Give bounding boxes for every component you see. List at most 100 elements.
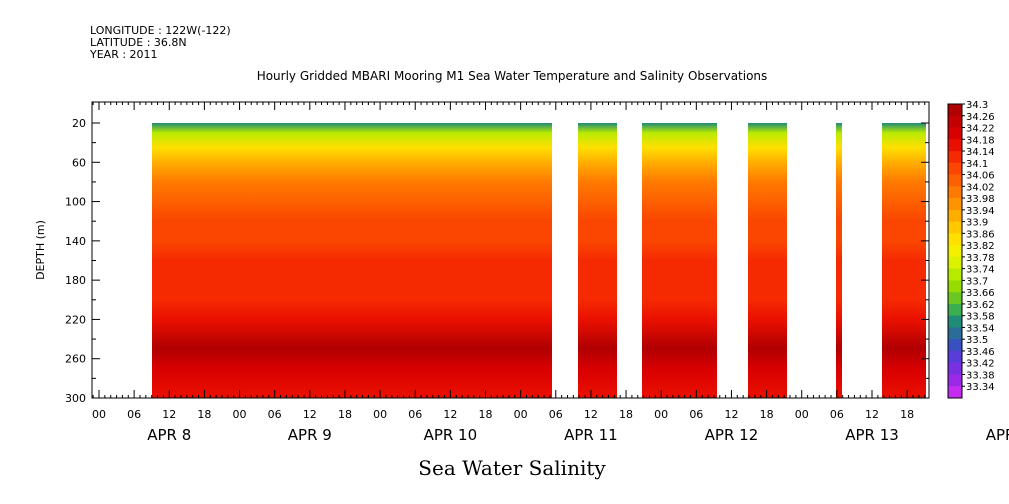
y-axis-label: DEPTH (m) bbox=[34, 220, 47, 280]
colorbar-swatch bbox=[948, 198, 962, 211]
colorbar-swatch bbox=[948, 362, 962, 375]
latitude-label: LATITUDE : 36.8N bbox=[90, 36, 187, 49]
colorbar-swatch bbox=[948, 245, 962, 258]
plot-frame bbox=[91, 101, 930, 399]
salinity-data-segment bbox=[882, 123, 926, 398]
colorbar-label: 33.86 bbox=[966, 229, 995, 240]
salinity-data-segment bbox=[578, 123, 617, 398]
colorbar-swatch bbox=[948, 221, 962, 234]
x-day-label: APR 11 bbox=[564, 426, 618, 444]
colorbar-swatch bbox=[948, 174, 962, 187]
colorbar-label: 33.5 bbox=[966, 335, 988, 346]
x-tick-label: 18 bbox=[619, 408, 633, 421]
y-tick-label: 60 bbox=[72, 156, 86, 169]
x-tick-label: 00 bbox=[373, 408, 387, 421]
y-tick-label: 300 bbox=[65, 392, 86, 405]
x-tick-label: 06 bbox=[549, 408, 563, 421]
x-axis-label: Sea Water Salinity bbox=[418, 456, 606, 480]
colorbar-swatch bbox=[948, 315, 962, 328]
colorbar-label: 33.9 bbox=[966, 218, 988, 229]
colorbar-label: 33.66 bbox=[966, 288, 995, 299]
colorbar-label: 33.98 bbox=[966, 194, 995, 205]
colorbar-label: 34.18 bbox=[966, 135, 995, 146]
colorbar-label: 33.7 bbox=[966, 276, 988, 287]
y-tick-label: 100 bbox=[65, 196, 86, 209]
x-tick-label: 00 bbox=[233, 408, 247, 421]
x-tick-label: 18 bbox=[900, 408, 914, 421]
x-tick-label: 06 bbox=[408, 408, 422, 421]
x-day-label: APR 9 bbox=[288, 426, 332, 444]
chart-title: Hourly Gridded MBARI Mooring M1 Sea Wate… bbox=[257, 69, 768, 83]
colorbar-label: 33.74 bbox=[966, 265, 995, 276]
y-tick-label: 220 bbox=[65, 313, 86, 326]
colorbar-swatch bbox=[948, 327, 962, 340]
x-tick-label: 18 bbox=[479, 408, 493, 421]
y-tick-label: 140 bbox=[65, 235, 86, 248]
x-tick-label: 00 bbox=[795, 408, 809, 421]
x-day-label: APR 14 bbox=[986, 426, 1009, 444]
x-tick-label: 18 bbox=[338, 408, 352, 421]
colorbar-swatch bbox=[948, 268, 962, 281]
x-tick-label: 06 bbox=[268, 408, 282, 421]
colorbar-label: 33.78 bbox=[966, 253, 995, 264]
colorbar-label: 33.54 bbox=[966, 323, 995, 334]
x-day-label: APR 12 bbox=[705, 426, 759, 444]
x-tick-label: 00 bbox=[654, 408, 668, 421]
x-tick-label: 06 bbox=[830, 408, 844, 421]
colorbar-label: 33.62 bbox=[966, 300, 995, 311]
colorbar-label: 34.06 bbox=[966, 171, 995, 182]
colorbar-swatch bbox=[948, 386, 962, 399]
x-tick-label: 12 bbox=[162, 408, 176, 421]
colorbar-label: 33.82 bbox=[966, 241, 995, 252]
colorbar-label: 34.26 bbox=[966, 112, 995, 123]
x-day-label: APR 8 bbox=[147, 426, 191, 444]
colorbar-label: 33.46 bbox=[966, 347, 995, 358]
colorbar-swatch bbox=[948, 115, 962, 129]
colorbar-label: 34.02 bbox=[966, 182, 995, 193]
colorbar-swatch bbox=[948, 127, 962, 140]
colorbar-swatch bbox=[948, 256, 962, 270]
colorbar-swatch bbox=[948, 350, 962, 364]
x-tick-label: 12 bbox=[303, 408, 317, 421]
x-tick-label: 12 bbox=[443, 408, 457, 421]
colorbar-label: 34.14 bbox=[966, 147, 995, 158]
colorbar-label: 33.38 bbox=[966, 370, 995, 381]
y-tick-label: 260 bbox=[65, 353, 86, 366]
x-day-label: APR 10 bbox=[424, 426, 478, 444]
x-tick-label: 18 bbox=[197, 408, 211, 421]
colorbar-swatch bbox=[948, 209, 962, 223]
x-tick-label: 18 bbox=[760, 408, 774, 421]
colorbar-swatch bbox=[948, 139, 962, 152]
colorbar-label: 34.1 bbox=[966, 159, 988, 170]
longitude-label: LONGITUDE : 122W(-122) bbox=[90, 24, 231, 37]
x-tick-label: 12 bbox=[724, 408, 738, 421]
salinity-data-segment bbox=[748, 123, 787, 398]
x-tick-label: 06 bbox=[127, 408, 141, 421]
salinity-data-segment bbox=[836, 123, 842, 398]
colorbar-label: 33.42 bbox=[966, 359, 995, 370]
colorbar-swatch bbox=[948, 303, 962, 317]
colorbar-swatch bbox=[948, 280, 962, 293]
salinity-data-segment bbox=[152, 123, 552, 398]
x-day-label: APR 13 bbox=[845, 426, 899, 444]
colorbar-swatch bbox=[948, 151, 962, 164]
colorbar-frame bbox=[947, 103, 963, 399]
colorbar-swatch bbox=[948, 292, 962, 305]
x-tick-label: 00 bbox=[92, 408, 106, 421]
x-tick-label: 12 bbox=[865, 408, 879, 421]
colorbar-label: 33.34 bbox=[966, 382, 995, 393]
x-tick-label: 00 bbox=[514, 408, 528, 421]
y-tick-label: 180 bbox=[65, 274, 86, 287]
colorbar-swatch bbox=[948, 374, 962, 387]
year-label: YEAR : 2011 bbox=[90, 48, 158, 61]
colorbar-swatch bbox=[948, 104, 962, 117]
salinity-data-segment bbox=[642, 123, 717, 398]
colorbar-label: 33.58 bbox=[966, 312, 995, 323]
colorbar-swatch bbox=[948, 339, 962, 352]
colorbar-swatch bbox=[948, 162, 962, 176]
colorbar-label: 34.22 bbox=[966, 124, 995, 135]
x-tick-label: 06 bbox=[689, 408, 703, 421]
colorbar-swatch bbox=[948, 186, 962, 199]
y-tick-label: 20 bbox=[72, 117, 86, 130]
